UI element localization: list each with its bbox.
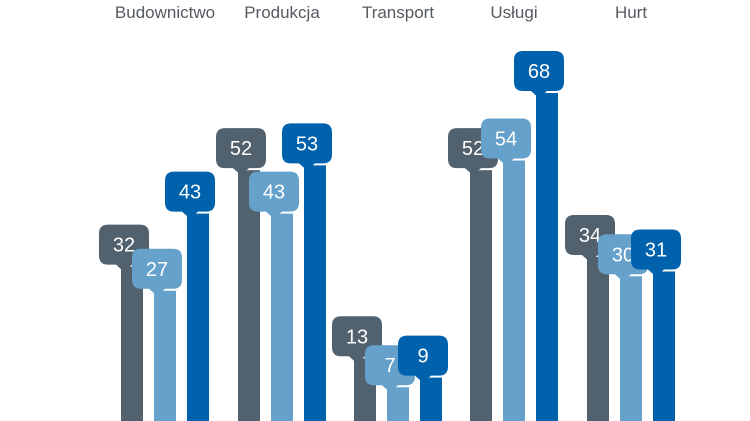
category-label: Produkcja <box>244 3 320 22</box>
data-label-text: 13 <box>346 326 368 348</box>
category-labels: Budownictwo Produkcja Transport Usługi Hurt <box>115 3 647 22</box>
bar <box>238 170 260 421</box>
data-label: 43 <box>249 171 299 219</box>
category-label: Hurt <box>615 3 647 22</box>
bars <box>121 93 675 421</box>
bar <box>420 377 442 421</box>
data-label-bubble <box>165 171 215 219</box>
data-label: 9 <box>398 335 448 383</box>
bar <box>536 93 558 421</box>
data-label: 27 <box>132 248 182 296</box>
data-label-bubble <box>132 248 182 296</box>
data-label-bubble <box>249 171 299 219</box>
bar <box>620 276 642 421</box>
data-label: 53 <box>282 123 332 171</box>
data-label-bubble <box>216 128 266 176</box>
data-label-text: 34 <box>579 225 601 247</box>
data-label: 31 <box>631 229 681 277</box>
data-label-bubble <box>282 123 332 171</box>
category-label: Transport <box>362 3 434 22</box>
bar <box>271 213 293 421</box>
data-label-bubble <box>398 335 448 383</box>
data-label: 43 <box>165 171 215 219</box>
data-label-text: 9 <box>417 346 428 368</box>
bar <box>187 213 209 421</box>
bar <box>121 266 143 421</box>
data-label-bubble <box>514 51 564 99</box>
data-label-text: 31 <box>645 239 667 261</box>
data-label-text: 30 <box>612 244 634 266</box>
data-label-text: 27 <box>146 259 168 281</box>
data-label-text: 43 <box>263 182 285 204</box>
data-label-bubble <box>631 229 681 277</box>
data-label-text: 54 <box>495 129 517 151</box>
bar <box>154 290 176 421</box>
bar <box>503 160 525 421</box>
data-label-text: 52 <box>462 138 484 160</box>
data-label-text: 7 <box>384 355 395 377</box>
bar <box>587 257 609 421</box>
data-label-text: 52 <box>230 138 252 160</box>
data-label: 54 <box>481 118 531 166</box>
bar <box>470 170 492 421</box>
data-label-text: 32 <box>113 235 135 257</box>
data-label-text: 68 <box>528 61 550 83</box>
bar <box>304 165 326 421</box>
data-label: 52 <box>216 128 266 176</box>
data-label-bubble <box>481 118 531 166</box>
bar <box>387 387 409 421</box>
data-label-text: 53 <box>296 133 318 155</box>
category-label: Budownictwo <box>115 3 215 22</box>
category-label: Usługi <box>490 3 537 22</box>
bar <box>653 271 675 421</box>
data-label: 68 <box>514 51 564 99</box>
data-label-text: 43 <box>179 182 201 204</box>
data-labels: 32 52 13 52 34 27 43 7 54 30 43 53 9 68 31 <box>99 51 681 393</box>
